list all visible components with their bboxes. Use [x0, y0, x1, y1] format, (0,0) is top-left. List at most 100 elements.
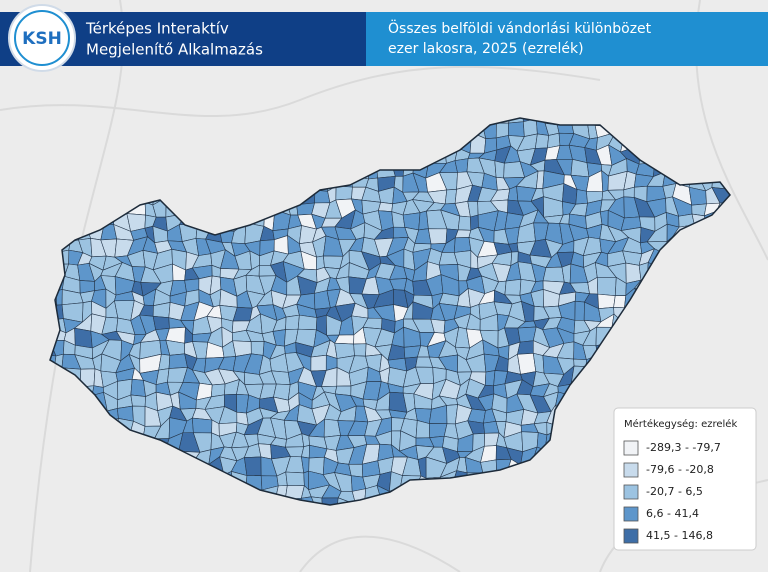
- municipality: [457, 215, 472, 231]
- municipality: [744, 292, 753, 306]
- municipality: [442, 118, 460, 128]
- municipality: [50, 170, 52, 186]
- municipality: [65, 510, 77, 528]
- municipality: [703, 145, 719, 166]
- municipality: [78, 164, 96, 178]
- municipality: [613, 295, 627, 309]
- municipality: [113, 197, 128, 214]
- municipality: [570, 411, 591, 423]
- municipality: [520, 473, 538, 488]
- municipality: [665, 119, 675, 141]
- municipality: [704, 340, 720, 358]
- municipality: [646, 276, 669, 297]
- municipality: [53, 488, 71, 500]
- municipality: [688, 236, 704, 258]
- municipality: [634, 394, 651, 410]
- municipality: [661, 277, 681, 297]
- municipality: [337, 118, 357, 125]
- municipality: [600, 459, 616, 475]
- municipality: [194, 118, 206, 135]
- municipality: [104, 176, 122, 192]
- municipality: [653, 146, 669, 164]
- municipality: [340, 136, 355, 148]
- municipality: [594, 404, 616, 423]
- municipality: [726, 291, 730, 304]
- municipality: [257, 145, 277, 163]
- municipality: [257, 160, 275, 179]
- municipality: [232, 138, 251, 153]
- logo-text: KSH: [22, 29, 62, 49]
- municipality: [204, 131, 226, 150]
- municipality: [625, 118, 643, 126]
- municipality: [321, 497, 339, 505]
- municipality: [662, 132, 681, 154]
- municipality: [118, 483, 135, 504]
- municipality: [632, 118, 654, 134]
- municipality: [439, 510, 460, 531]
- municipality: [633, 315, 653, 333]
- municipality: [583, 513, 603, 523]
- municipality: [687, 319, 704, 334]
- municipality: [499, 511, 513, 524]
- municipality: [664, 157, 682, 180]
- municipality: [649, 131, 667, 154]
- municipality: [61, 459, 78, 476]
- municipality: [285, 172, 299, 190]
- municipality: [714, 326, 729, 349]
- municipality: [130, 172, 146, 190]
- municipality: [50, 498, 58, 505]
- municipality: [127, 120, 143, 138]
- municipality: [154, 135, 173, 149]
- municipality: [556, 509, 571, 530]
- municipality: [399, 131, 416, 151]
- municipality: [113, 501, 135, 505]
- map-subtitle: ezer lakosra, 2025 (ezrelék): [388, 41, 584, 57]
- municipality: [556, 461, 578, 471]
- municipality: [117, 172, 132, 192]
- app-title: Térképes Interaktív: [85, 20, 229, 38]
- municipality: [117, 460, 130, 474]
- municipality: [171, 147, 186, 166]
- municipality: [726, 158, 730, 180]
- municipality: [712, 239, 727, 252]
- app-title: Megjelenítő Alkalmazás: [86, 41, 263, 59]
- municipality: [607, 381, 630, 401]
- municipality: [530, 512, 548, 528]
- municipality: [572, 395, 590, 414]
- municipality: [250, 341, 265, 356]
- municipality: [131, 146, 148, 161]
- municipality: [50, 184, 70, 206]
- municipality: [218, 118, 239, 141]
- municipality: [243, 175, 265, 189]
- municipality: [536, 475, 548, 488]
- municipality: [50, 225, 57, 241]
- municipality: [428, 228, 448, 245]
- municipality: [67, 209, 83, 231]
- logo-ring: [14, 10, 70, 66]
- municipality: [399, 487, 416, 502]
- municipality: [607, 342, 626, 362]
- municipality: [716, 210, 730, 227]
- municipality: [169, 513, 184, 528]
- municipality: [570, 418, 591, 437]
- municipality: [146, 489, 157, 504]
- municipality: [39, 510, 58, 526]
- municipality: [522, 512, 534, 524]
- municipality: [702, 366, 721, 384]
- municipality: [62, 432, 83, 448]
- municipality: [568, 483, 590, 500]
- municipality: [377, 201, 393, 212]
- municipality: [699, 263, 717, 280]
- municipality: [412, 149, 431, 164]
- municipality: [495, 487, 508, 500]
- municipality: [50, 464, 65, 476]
- municipality: [442, 123, 459, 140]
- municipality: [458, 118, 473, 128]
- municipality: [635, 371, 653, 382]
- municipality: [79, 368, 96, 388]
- municipality: [52, 249, 70, 265]
- municipality: [687, 300, 707, 321]
- municipality: [67, 199, 83, 213]
- municipality: [165, 118, 186, 126]
- municipality: [672, 267, 693, 282]
